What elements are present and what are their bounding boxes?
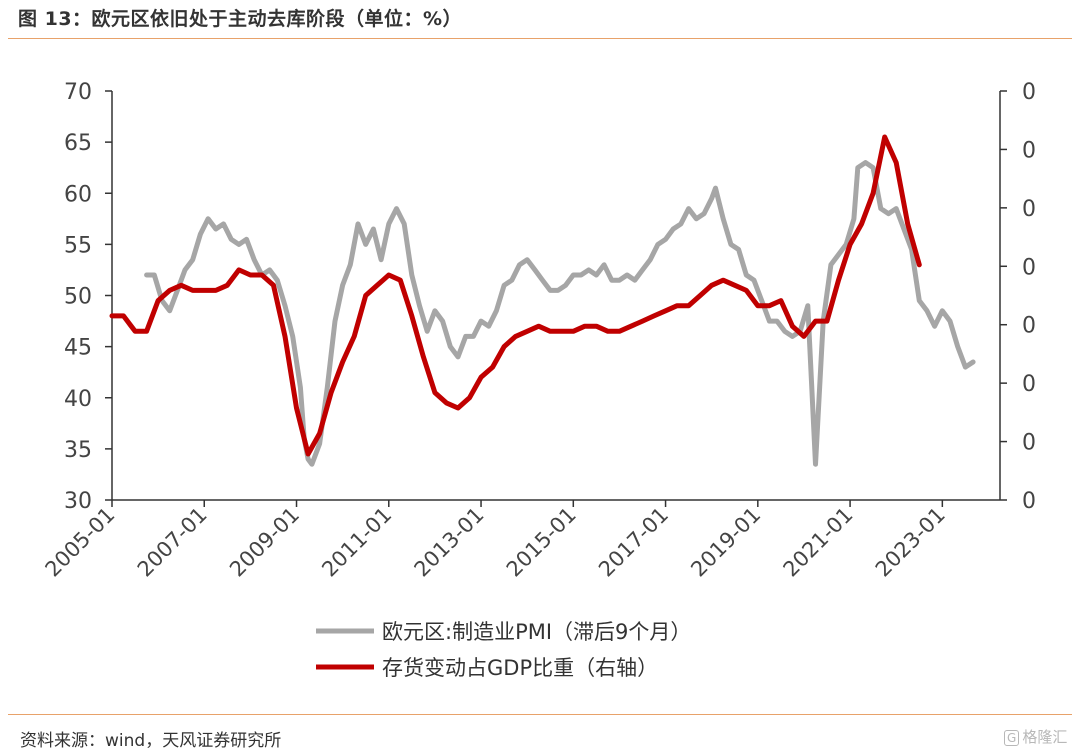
- chart-series: [109, 134, 976, 467]
- y-tick-label-right: 0: [1022, 138, 1036, 163]
- x-tick-label: 2019-01: [686, 503, 765, 582]
- y-tick-label-left: 35: [64, 438, 92, 463]
- x-tick-label: 2015-01: [502, 503, 581, 582]
- y-tick-label-left: 65: [64, 131, 92, 156]
- y-tick-label-right: 0: [1022, 372, 1036, 397]
- y-tick-label-left: 45: [64, 336, 92, 361]
- y-tick-label-left: 50: [64, 285, 92, 310]
- x-tick-label: 2007-01: [133, 503, 212, 582]
- series-line-pmi: [144, 160, 976, 467]
- footer-divider: [8, 714, 1072, 715]
- chart-axes: 70 65 60 55 50 45 40 35 30 0 0 0 0 0 0 0 0 2005-01 2007-01…: [41, 80, 1036, 582]
- watermark-text: 格隆汇: [1022, 728, 1068, 746]
- title-divider: [8, 38, 1072, 39]
- x-tick-label: 2011-01: [317, 503, 396, 582]
- chart-legend: 欧元区:制造业PMI（滞后9个月） 存货变动占GDP比重（右轴）: [316, 620, 691, 680]
- x-tick-label: 2013-01: [410, 503, 489, 582]
- chart: 70 65 60 55 50 45 40 35 30 0 0 0 0 0 0 0 0 2005-01 2007-01…: [41, 80, 1036, 680]
- y-tick-label-left: 60: [64, 182, 92, 207]
- x-tick-label: 2023-01: [871, 503, 950, 582]
- y-tick-label-right: 0: [1022, 314, 1036, 339]
- watermark: G 格隆汇: [1004, 726, 1067, 747]
- x-tick-label: 2017-01: [594, 503, 673, 582]
- source-note: 资料来源：wind，天风证券研究所: [20, 731, 282, 751]
- x-tick-label: 2009-01: [225, 503, 304, 582]
- x-tick-label: 2021-01: [779, 503, 858, 582]
- y-tick-label-right: 0: [1022, 431, 1036, 456]
- legend-label-inventory: 存货变动占GDP比重（右轴）: [382, 656, 658, 680]
- y-tick-label-left: 40: [64, 387, 92, 412]
- y-tick-label-left: 30: [64, 489, 92, 514]
- y-tick-label-right: 0: [1022, 80, 1036, 105]
- y-tick-label-left: 70: [64, 80, 92, 105]
- x-tick-label: 2005-01: [41, 503, 120, 582]
- chart-title: 图 13：欧元区依旧处于主动去库阶段（单位：%）: [18, 8, 463, 30]
- legend-label-pmi: 欧元区:制造业PMI（滞后9个月）: [382, 620, 691, 644]
- y-tick-label-right: 0: [1022, 197, 1036, 222]
- y-tick-label-right: 0: [1022, 489, 1036, 514]
- y-tick-label-right: 0: [1022, 255, 1036, 280]
- y-tick-label-left: 55: [64, 233, 92, 258]
- series-line-inventory: [109, 134, 922, 457]
- watermark-logo-icon: G: [1004, 730, 1020, 746]
